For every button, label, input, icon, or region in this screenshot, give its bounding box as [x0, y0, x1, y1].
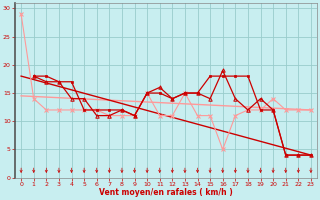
- X-axis label: Vent moyen/en rafales ( km/h ): Vent moyen/en rafales ( km/h ): [99, 188, 233, 197]
